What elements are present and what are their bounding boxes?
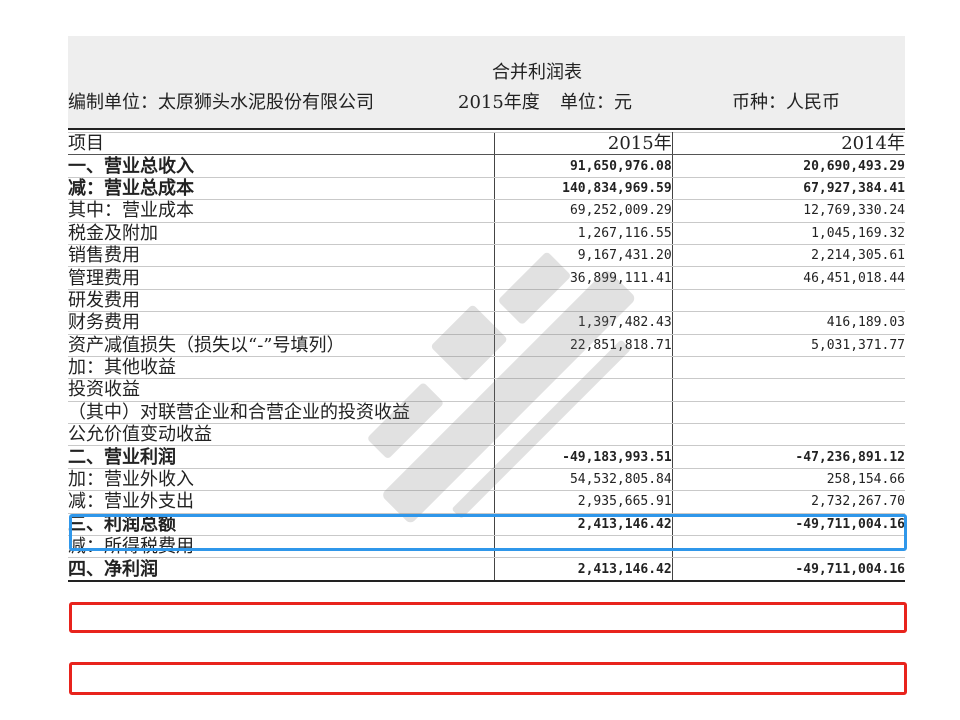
table-row: 减：所得税费用 — [68, 535, 905, 559]
row-label: 管理费用 — [68, 266, 494, 290]
table-row: 管理费用 36,899,111.41 46,451,018.44 — [68, 266, 905, 290]
row-label: （其中）对联营企业和合营企业的投资收益 — [68, 400, 494, 425]
table-row: 其中：营业成本 69,252,009.29 12,769,330.24 — [68, 199, 905, 223]
table-row: 三、利润总额 2,413,146.42 -49,711,004.16 — [68, 512, 905, 537]
table-row: 减：营业外支出 2,935,665.91 2,732,267.70 — [68, 490, 905, 514]
value-2014 — [672, 355, 905, 380]
row-label: 减：所得税费用 — [68, 535, 494, 559]
value-2015: 140,834,969.59 — [493, 176, 673, 201]
value-2015: 36,899,111.41 — [493, 266, 673, 290]
value-2014 — [672, 378, 905, 402]
table-header-row: 项目 2015年 2014年 — [68, 131, 905, 156]
table-row: （其中）对联营企业和合营企业的投资收益 — [68, 400, 905, 425]
value-2015: 2,413,146.42 — [493, 557, 673, 582]
table-row: 资产减值损失（损失以“-”号填列） 22,851,818.71 5,031,371.… — [68, 333, 905, 357]
row-label: 二、营业利润 — [68, 445, 494, 469]
column-header-2015: 2015年 — [493, 131, 673, 156]
value-2014 — [672, 535, 905, 559]
income-table: 项目 2015年 2014年 一、营业总收入 91,650,976.08 20,69… — [68, 131, 905, 582]
table-row: 研发费用 — [68, 288, 905, 313]
row-label: 税金及附加 — [68, 221, 494, 245]
table-row: 销售费用 9,167,431.20 2,214,305.61 — [68, 243, 905, 268]
column-header-2014: 2014年 — [672, 131, 905, 156]
table-row: 四、净利润 2,413,146.42 -49,711,004.16 — [68, 557, 905, 582]
value-2014: 12,769,330.24 — [672, 199, 905, 223]
value-2015 — [493, 288, 673, 313]
value-2014 — [672, 400, 905, 425]
value-2014: 2,732,267.70 — [672, 490, 905, 514]
value-2014: 5,031,371.77 — [672, 333, 905, 357]
row-label: 一、营业总收入 — [68, 154, 494, 178]
value-2014 — [672, 288, 905, 313]
company-name: 编制单位：太原狮头水泥股份有限公司 — [68, 92, 374, 113]
table-row: 税金及附加 1,267,116.55 1,045,169.32 — [68, 221, 905, 245]
value-2015: 69,252,009.29 — [493, 199, 673, 223]
header-band — [68, 36, 905, 128]
row-label: 财务费用 — [68, 311, 494, 335]
table-row: 减：营业总成本 140,834,969.59 67,927,384.41 — [68, 176, 905, 201]
table-row: 公允价值变动收益 — [68, 423, 905, 447]
top-rule — [68, 128, 905, 130]
value-2015: 1,397,482.43 — [493, 311, 673, 335]
value-2014: 416,189.03 — [672, 311, 905, 335]
value-2015: 22,851,818.71 — [493, 333, 673, 357]
column-header-item: 项目 — [68, 131, 494, 156]
value-2014: 20,690,493.29 — [672, 154, 905, 178]
value-2015 — [493, 400, 673, 425]
row-label: 资产减值损失（损失以“-”号填列） — [68, 333, 494, 357]
value-2014: 67,927,384.41 — [672, 176, 905, 201]
value-2014: 1,045,169.32 — [672, 221, 905, 245]
value-2015: 2,935,665.91 — [493, 490, 673, 514]
value-2014 — [672, 423, 905, 447]
table-row: 一、营业总收入 91,650,976.08 20,690,493.29 — [68, 154, 905, 178]
value-2015: -49,183,993.51 — [493, 445, 673, 469]
unit-label: 单位：元 — [560, 92, 632, 113]
value-2015: 91,650,976.08 — [493, 154, 673, 178]
row-label: 研发费用 — [68, 288, 494, 313]
row-label: 加：营业外收入 — [68, 467, 494, 492]
row-label: 减：营业总成本 — [68, 176, 494, 201]
row-label: 销售费用 — [68, 243, 494, 268]
table-row: 加：营业外收入 54,532,805.84 258,154.66 — [68, 467, 905, 492]
value-2015 — [493, 378, 673, 402]
row-label: 其中：营业成本 — [68, 199, 494, 223]
value-2014: 258,154.66 — [672, 467, 905, 492]
row-label: 三、利润总额 — [68, 512, 494, 537]
value-2015 — [493, 355, 673, 380]
value-2014: 46,451,018.44 — [672, 266, 905, 290]
value-2014: -47,236,891.12 — [672, 445, 905, 469]
table-row: 财务费用 1,397,482.43 416,189.03 — [68, 311, 905, 335]
table-row: 加：其他收益 — [68, 355, 905, 380]
row-label: 投资收益 — [68, 378, 494, 402]
value-2015 — [493, 423, 673, 447]
value-2015: 9,167,431.20 — [493, 243, 673, 268]
value-2015: 54,532,805.84 — [493, 467, 673, 492]
income-statement-sheet: 合并利润表 编制单位：太原狮头水泥股份有限公司 2015年度 单位：元 币种：人… — [68, 36, 905, 690]
fiscal-year: 2015年度 — [458, 92, 540, 113]
value-2015: 2,413,146.42 — [493, 512, 673, 537]
table-row: 投资收益 — [68, 378, 905, 402]
row-label: 四、净利润 — [68, 557, 494, 582]
value-2015: 1,267,116.55 — [493, 221, 673, 245]
table-row: 二、营业利润 -49,183,993.51 -47,236,891.12 — [68, 445, 905, 469]
row-label: 公允价值变动收益 — [68, 423, 494, 447]
row-label: 加：其他收益 — [68, 355, 494, 380]
value-2015 — [493, 535, 673, 559]
currency-label: 币种：人民币 — [732, 92, 840, 113]
value-2014: -49,711,004.16 — [672, 512, 905, 537]
statement-title: 合并利润表 — [492, 62, 582, 83]
row-label: 减：营业外支出 — [68, 490, 494, 514]
value-2014: 2,214,305.61 — [672, 243, 905, 268]
value-2014: -49,711,004.16 — [672, 557, 905, 582]
